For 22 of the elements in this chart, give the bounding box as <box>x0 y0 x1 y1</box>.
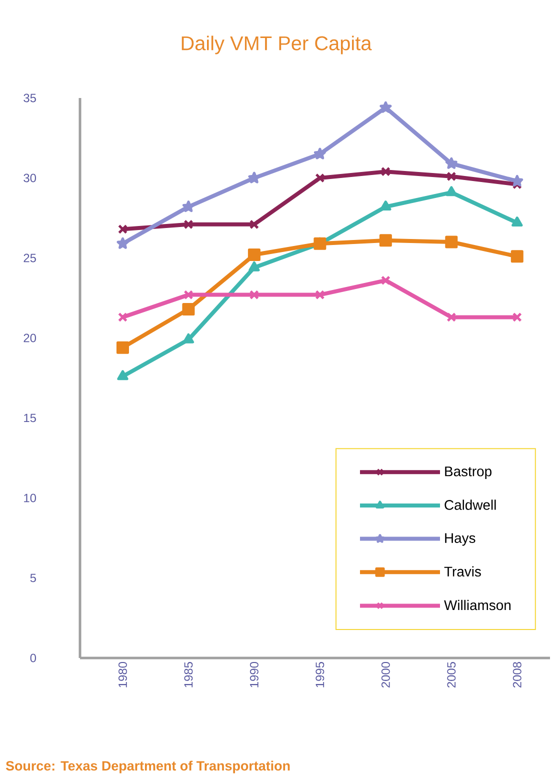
legend-label: Hays <box>445 533 476 546</box>
x-tick-label: 2008 <box>512 662 522 688</box>
y-tick-label: 0 <box>30 654 36 662</box>
legend-label: Bastrop <box>445 466 492 480</box>
y-tick-label: 25 <box>24 254 36 262</box>
source-note: Source: Texas Department of Transportation <box>6 760 290 774</box>
y-tick-label: 10 <box>24 494 36 502</box>
x-tick-label: 2000 <box>381 662 390 688</box>
chart-title: Daily VMT Per Capita <box>182 36 372 54</box>
y-tick-label: 35 <box>24 94 36 102</box>
legend-label: Caldwell <box>444 500 496 510</box>
y-tick-label: 5 <box>30 574 36 582</box>
x-tick-label: 2005 <box>447 662 456 688</box>
x-tick-label: 1985 <box>184 662 193 688</box>
y-tick-label: 20 <box>24 334 36 342</box>
x-tick-label: 1990 <box>250 662 258 688</box>
legend-label: Williamson <box>444 600 510 610</box>
x-tick-label: 1995 <box>316 662 324 688</box>
x-tick-label: 1980 <box>118 662 127 688</box>
legend-label: Travis <box>444 566 481 577</box>
y-tick-label: 15 <box>24 414 36 422</box>
y-tick-label: 30 <box>24 174 36 182</box>
